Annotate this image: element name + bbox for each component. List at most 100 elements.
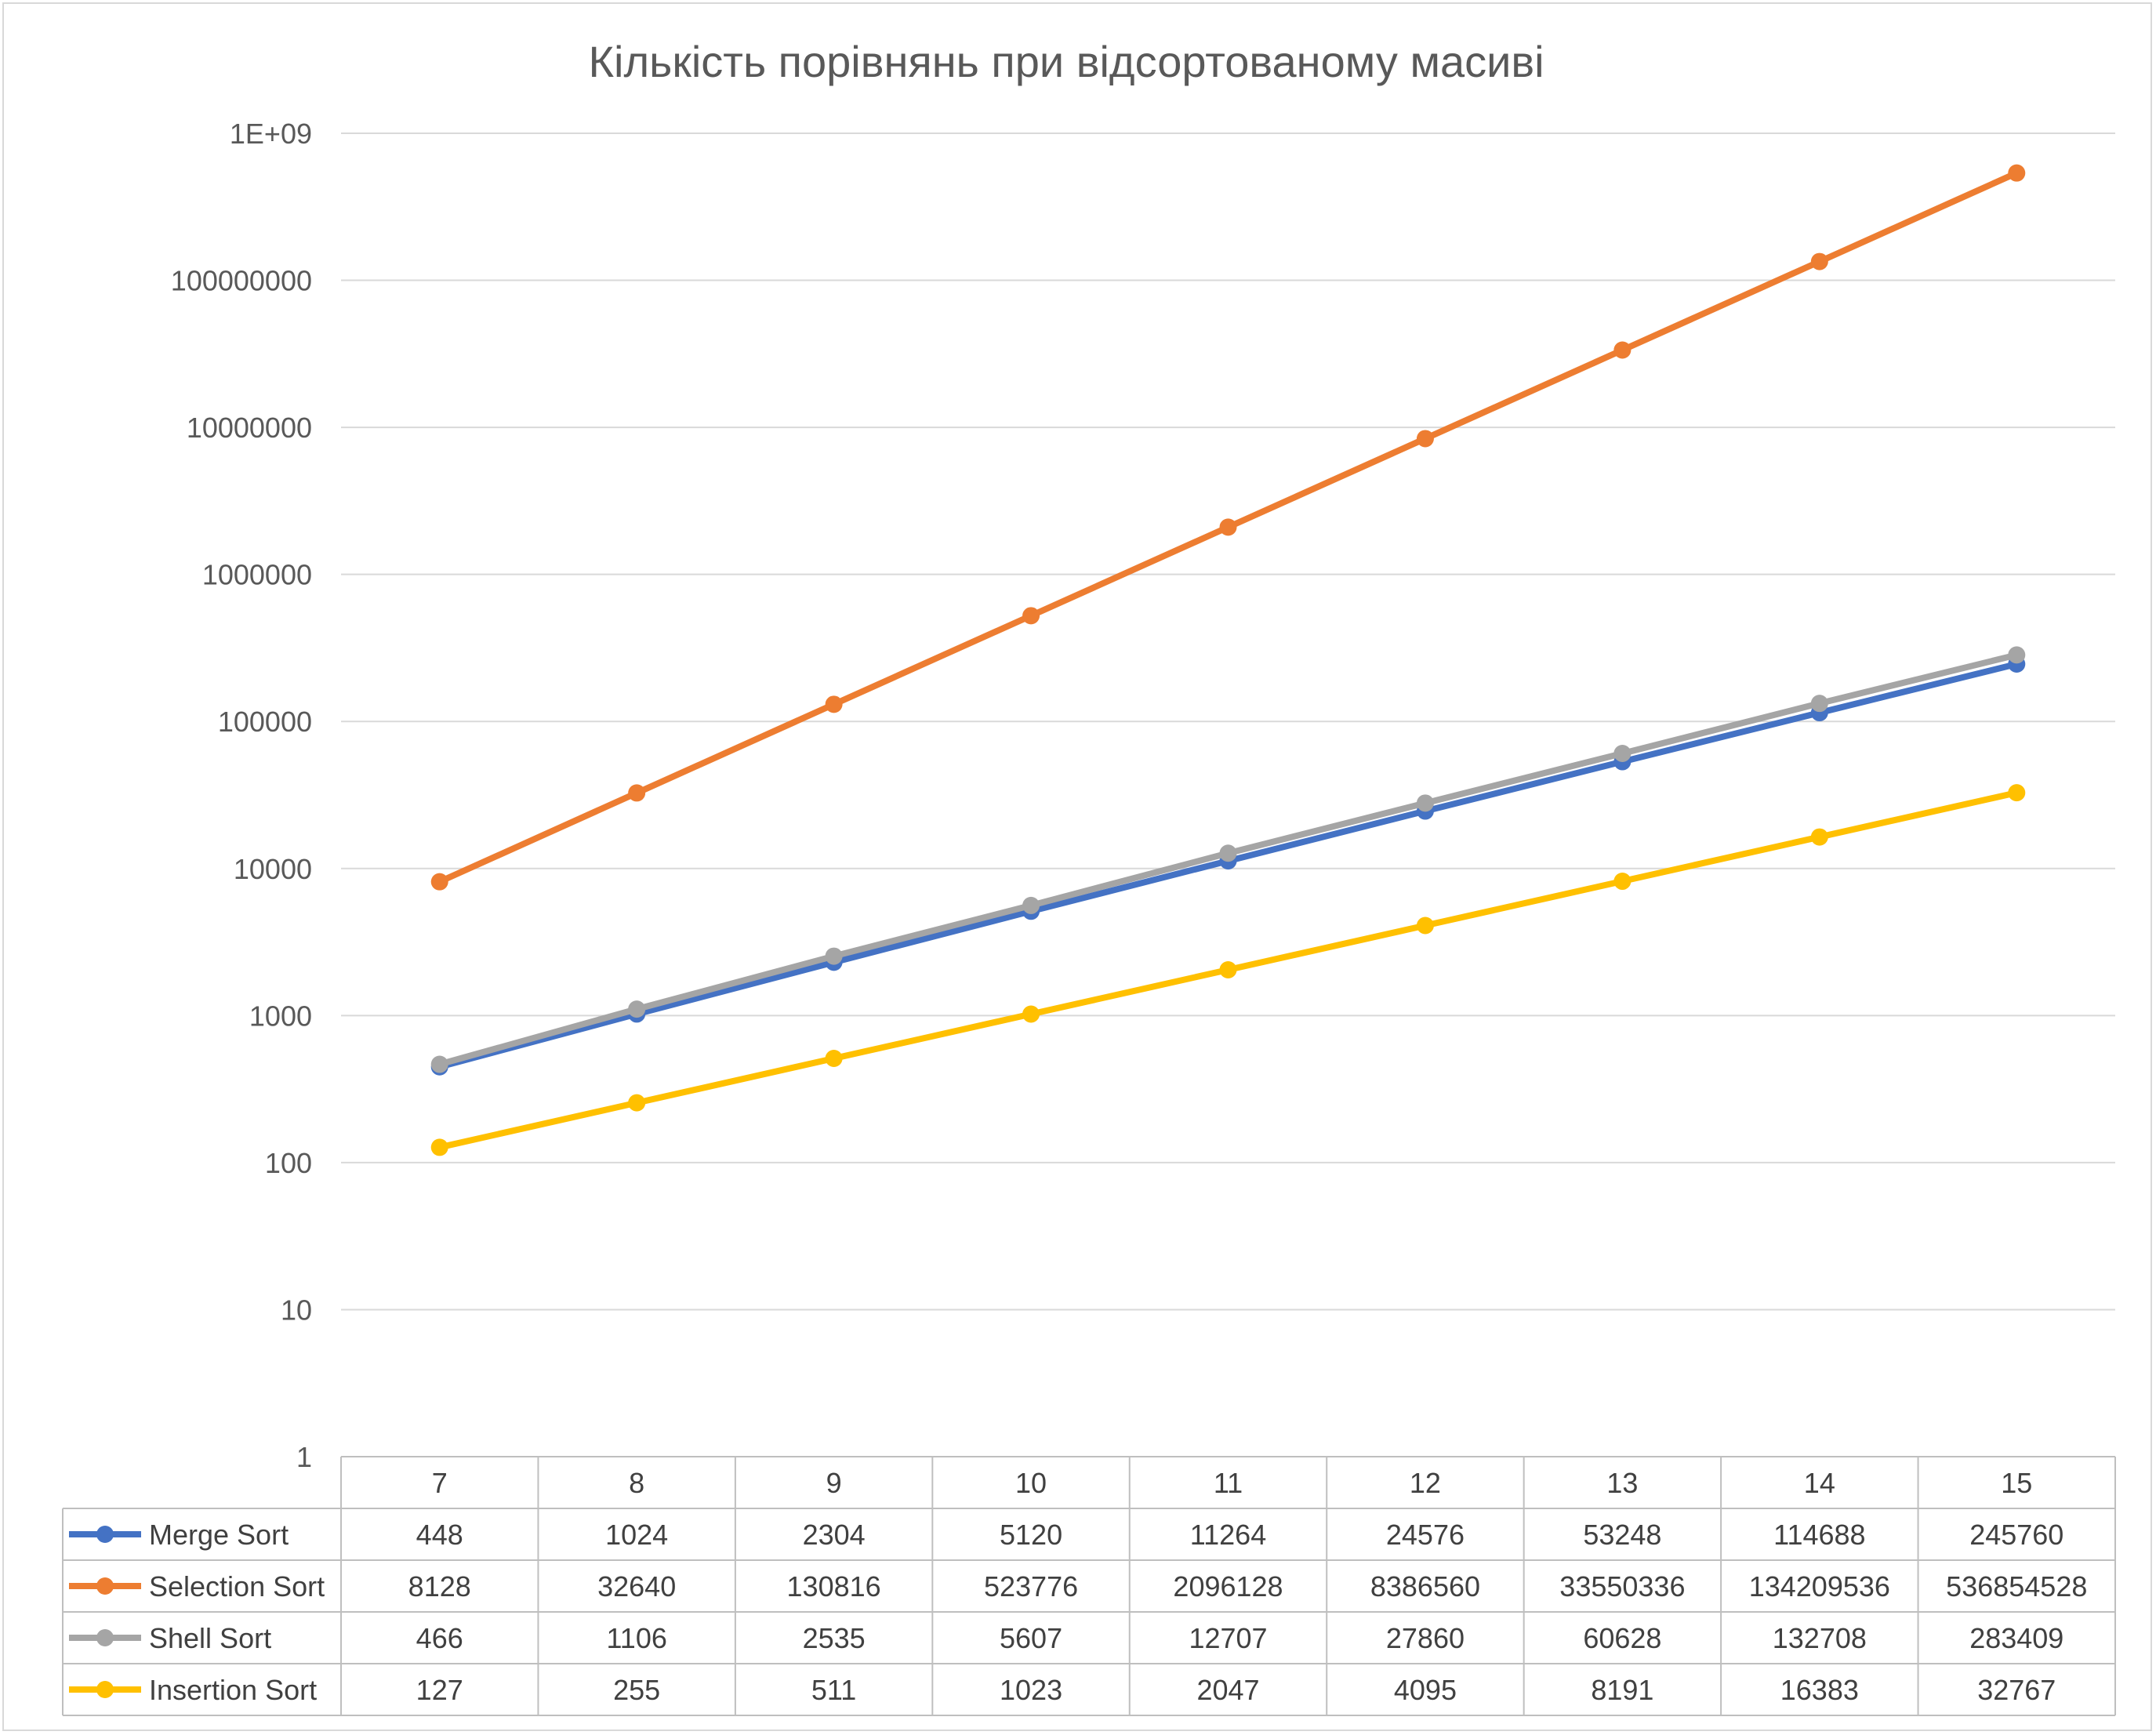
data-point [2008, 646, 2026, 664]
legend-marker [96, 1577, 114, 1595]
data-point [1219, 960, 1237, 978]
data-point [1416, 430, 1434, 448]
y-tick-label: 100 [265, 1147, 312, 1179]
x-tick-label: 7 [432, 1467, 448, 1499]
chart-title: Кількість порівнянь при відсортованому м… [588, 37, 1544, 86]
data-point [1613, 341, 1632, 359]
data-point [430, 873, 448, 891]
series-lines [430, 164, 2026, 1156]
data-label: 27860 [1386, 1622, 1465, 1654]
x-tick-label: 12 [1410, 1467, 1441, 1499]
data-point [2008, 164, 2026, 182]
y-axis-tick-labels: 1 10 100 1000 10000 100000 1000000 10000000 1000… [171, 118, 312, 1473]
data-label: 24576 [1386, 1519, 1465, 1551]
data-point [1416, 917, 1434, 935]
data-label: 16383 [1780, 1674, 1859, 1706]
y-tick-label: 1000000 [202, 559, 312, 591]
data-point [1219, 844, 1237, 862]
data-label: 8386560 [1370, 1570, 1480, 1603]
y-tick-label: 10 [281, 1294, 312, 1326]
legend-label: Merge Sort [149, 1519, 289, 1551]
legend-label: Selection Sort [149, 1570, 325, 1603]
x-tick-label: 9 [826, 1467, 842, 1499]
series-merge-sort [430, 655, 2026, 1076]
data-label: 60628 [1583, 1622, 1661, 1654]
x-tick-label: 11 [1214, 1467, 1243, 1499]
y-tick-label: 100000000 [171, 265, 312, 297]
data-label: 245760 [1969, 1519, 2063, 1551]
data-label: 11264 [1190, 1519, 1266, 1551]
legend-key [69, 1629, 141, 1646]
data-point [628, 784, 646, 802]
y-tick-label: 1E+09 [230, 118, 312, 150]
data-label: 12707 [1189, 1622, 1267, 1654]
data-point [1022, 607, 1040, 625]
data-point [1613, 744, 1632, 762]
data-label: 1023 [1000, 1674, 1062, 1706]
data-label: 32767 [1977, 1674, 2056, 1706]
data-label: 283409 [1969, 1622, 2063, 1654]
x-tick-label: 8 [629, 1467, 644, 1499]
y-tick-label: 100000 [218, 706, 312, 738]
data-label: 5120 [1000, 1519, 1062, 1551]
data-point [430, 1055, 448, 1073]
series-shell-sort [430, 646, 2026, 1073]
data-label: 8128 [408, 1570, 471, 1603]
data-label: 132708 [1773, 1622, 1867, 1654]
data-label: 448 [416, 1519, 463, 1551]
data-point [430, 1138, 448, 1156]
data-label: 2535 [803, 1622, 866, 1654]
data-point [1810, 695, 1828, 713]
legend-key [69, 1577, 141, 1595]
data-label: 255 [613, 1674, 660, 1706]
data-table: 7 8 9 10 11 12 13 14 15 Merge Sort 448 1024 2304 5120… [62, 1456, 2116, 1716]
data-point [2008, 784, 2026, 802]
data-point [1022, 896, 1040, 914]
legend-marker [96, 1681, 114, 1698]
series-selection-sort [430, 164, 2026, 891]
legend-key [69, 1526, 141, 1543]
data-label: 466 [416, 1622, 463, 1654]
data-point [628, 1000, 646, 1018]
x-tick-label: 15 [2001, 1467, 2032, 1499]
y-tick-label: 1 [296, 1441, 312, 1473]
data-label: 4095 [1394, 1674, 1457, 1706]
data-label: 130816 [787, 1570, 881, 1603]
data-point [1022, 1005, 1040, 1023]
data-label: 2047 [1196, 1674, 1259, 1706]
gridlines [341, 132, 2115, 1311]
data-label: 2304 [803, 1519, 866, 1551]
data-label: 33550336 [1559, 1570, 1685, 1603]
data-point [825, 1050, 843, 1068]
x-tick-label: 10 [1015, 1467, 1047, 1499]
legend-marker [96, 1629, 114, 1646]
data-label: 5607 [1000, 1622, 1062, 1654]
legend-key [69, 1681, 141, 1698]
data-point [1613, 873, 1632, 891]
data-label: 127 [416, 1674, 463, 1706]
data-label: 134209536 [1749, 1570, 1890, 1603]
data-point [628, 1094, 646, 1112]
legend-marker [96, 1526, 114, 1543]
data-label: 523776 [984, 1570, 1078, 1603]
data-point [1416, 794, 1434, 812]
legend-label: Shell Sort [149, 1622, 271, 1654]
x-tick-label: 13 [1606, 1467, 1638, 1499]
data-label: 32640 [597, 1570, 676, 1603]
data-point [1810, 828, 1828, 846]
data-point [825, 695, 843, 713]
data-label: 53248 [1583, 1519, 1661, 1551]
data-label: 511 [811, 1674, 856, 1706]
x-tick-label: 14 [1804, 1467, 1835, 1499]
data-label: 1024 [605, 1519, 668, 1551]
data-label: 536854528 [1946, 1570, 2087, 1603]
data-label: 114688 [1773, 1519, 1865, 1551]
series-insertion-sort [430, 784, 2026, 1156]
data-label: 2096128 [1173, 1570, 1283, 1603]
data-point [1810, 252, 1828, 270]
legend-label: Insertion Sort [149, 1674, 317, 1706]
data-label: 8191 [1591, 1674, 1653, 1706]
data-point [1219, 518, 1237, 536]
